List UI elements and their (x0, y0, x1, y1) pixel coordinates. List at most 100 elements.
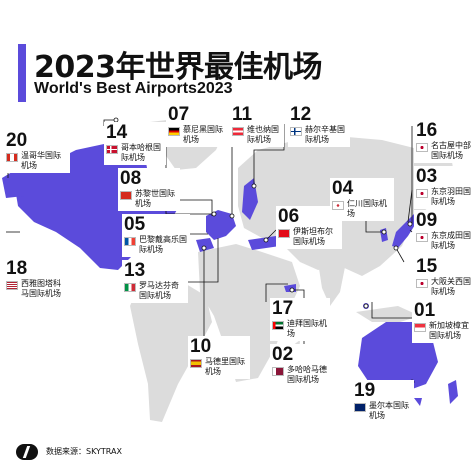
flag-qatar-icon (272, 367, 284, 376)
airport-label-12: 12 赫尔辛基国际机场 (288, 104, 350, 147)
rank-number: 11 (232, 104, 253, 125)
airport-label-19: 19 墨尔本国际机场 (352, 380, 414, 423)
south-america-shape (130, 278, 212, 422)
airport-name: 迪拜国际机场 (287, 319, 327, 338)
airport-name: 东京成田国际机场 (431, 231, 471, 250)
flag-japan-icon (416, 233, 428, 242)
alaska-highlight (2, 166, 34, 198)
airport-name: 赫尔辛基国际机场 (305, 125, 345, 144)
airport-name: 温哥华国际机场 (21, 151, 61, 170)
flag-germany-icon (168, 127, 180, 136)
rank-number: 01 (414, 300, 436, 321)
flag-singapore-icon (414, 323, 426, 332)
airport-label-11: 11 维也纳国际机场 (230, 104, 284, 147)
page-title: 2023年世界最佳机场 (34, 50, 323, 85)
airport-label-16: 16 名古屋中部国际机场 (414, 120, 474, 163)
rank-number: 09 (416, 210, 438, 231)
airport-name: 马德里国际机场 (205, 357, 245, 376)
rank-number: 06 (278, 206, 300, 227)
rank-number: 14 (106, 122, 128, 143)
finland-highlight (242, 178, 258, 220)
airport-label-04: 04 仁川国际机场 (330, 178, 394, 221)
marker-01 (363, 303, 369, 309)
airport-name: 维也纳国际机场 (247, 125, 279, 144)
rank-number: 16 (416, 120, 438, 141)
flag-italy-icon (124, 283, 136, 292)
airport-name: 罗马达芬奇国际机场 (139, 281, 179, 300)
flag-uae-icon (272, 321, 284, 330)
airport-name: 多哈哈马德国际机场 (287, 365, 327, 384)
rank-number: 10 (190, 336, 212, 357)
leader-17 (265, 283, 288, 302)
rank-number: 03 (416, 166, 438, 187)
marker-10 (201, 245, 207, 251)
rank-number: 20 (6, 130, 28, 151)
marker-07 (211, 211, 217, 217)
leader-01 (371, 302, 418, 319)
airport-name: 西雅图塔科马国际机场 (21, 279, 61, 298)
airport-name: 仁川国际机场 (347, 199, 387, 218)
flag-japan-icon (416, 143, 428, 152)
airport-name: 哥本哈根国际机场 (121, 143, 161, 162)
rank-number: 13 (124, 260, 146, 281)
flag-japan-icon (416, 279, 428, 288)
marker-16 (407, 221, 413, 227)
marker-04 (381, 229, 387, 235)
tasmania-highlight (414, 398, 422, 406)
airport-label-13: 13 罗马达芬奇国际机场 (122, 260, 188, 303)
airport-label-10: 10 马德里国际机场 (188, 336, 250, 379)
airport-name: 慕尼黑国际机场 (183, 125, 223, 144)
leader-15 (395, 247, 405, 263)
rank-number: 02 (272, 344, 294, 365)
airport-name: 巴黎戴高乐国际机场 (139, 235, 187, 254)
rank-number: 12 (290, 104, 312, 125)
marker-02 (289, 287, 295, 293)
flag-switzerland-icon (120, 191, 132, 200)
rank-number: 17 (272, 298, 294, 319)
airport-name: 大阪关西国际机场 (431, 277, 471, 296)
leader-03 (407, 189, 413, 223)
rank-number: 15 (416, 256, 438, 277)
flag-australia-icon (354, 403, 366, 412)
page-subtitle: World's Best Airports2023 (34, 80, 233, 97)
airport-label-18: 18 西雅图塔科马国际机场 (4, 258, 70, 301)
europe-highlight (206, 210, 236, 240)
airport-name: 苏黎世国际机场 (135, 189, 175, 208)
rank-number: 19 (354, 380, 376, 401)
rank-number: 04 (332, 178, 354, 199)
rank-number: 07 (168, 104, 190, 125)
flag-japan-icon (416, 189, 428, 198)
flag-finland-icon (290, 127, 302, 136)
airport-label-02: 02 多哈哈马德国际机场 (270, 344, 336, 387)
flag-spain-icon (190, 359, 202, 368)
airport-name: 东京羽田国际机场 (431, 187, 471, 206)
airport-label-17: 17 迪拜国际机场 (270, 298, 330, 341)
flag-canada-icon (6, 153, 18, 162)
flag-usa-icon (6, 281, 18, 290)
airport-label-07: 07 慕尼黑国际机场 (166, 104, 228, 147)
flag-austria-icon (232, 127, 244, 136)
marker-11 (229, 213, 235, 219)
airport-name: 伊斯坦布尔国际机场 (293, 227, 333, 246)
rank-number: 05 (124, 214, 146, 235)
leader-09 (409, 229, 413, 233)
flag-denmark-icon (106, 145, 118, 154)
brand-logo-icon (16, 444, 38, 460)
airport-name: 新加坡樟宜国际机场 (429, 321, 469, 340)
new-zealand-highlight (448, 380, 458, 404)
airport-label-20: 20 温哥华国际机场 (4, 130, 70, 173)
india-shape (318, 262, 346, 306)
leader-12 (253, 124, 285, 186)
rank-number: 08 (120, 168, 142, 189)
rank-number: 18 (6, 258, 28, 279)
data-source: 数据来源：SKYTRAX (46, 447, 122, 456)
flag-france-icon (124, 237, 136, 246)
title-accent-bar (18, 44, 26, 102)
marker-15 (393, 245, 399, 251)
spain-highlight (196, 238, 214, 252)
flag-korea-icon (332, 201, 344, 210)
marker-06 (263, 237, 269, 243)
airport-label-08: 08 苏黎世国际机场 (118, 168, 180, 211)
airport-label-09: 09 东京成田国际机场 (414, 210, 474, 253)
airport-label-03: 03 东京羽田国际机场 (414, 166, 474, 209)
